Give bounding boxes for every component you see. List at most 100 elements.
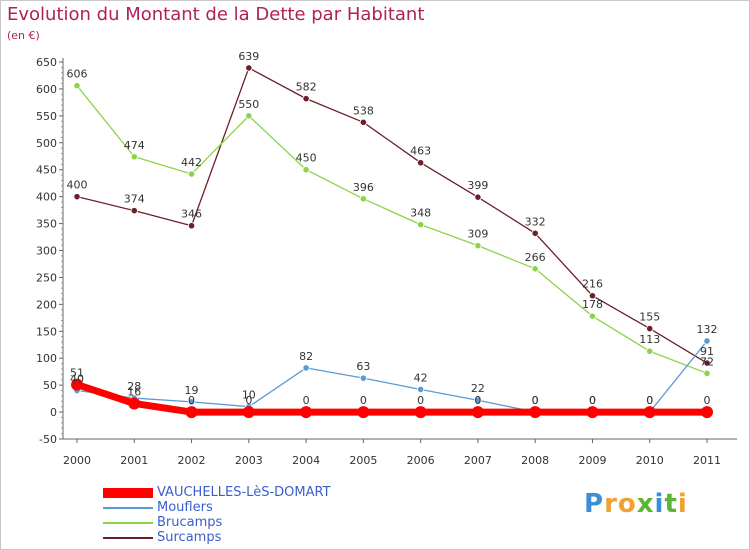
data-label: 538: [353, 104, 374, 117]
legend-swatch-brucamps: [103, 522, 153, 524]
data-point: [417, 159, 425, 167]
data-label: 0: [303, 394, 310, 407]
data-label: 0: [589, 394, 596, 407]
data-label: 450: [296, 152, 317, 165]
data-label: 0: [474, 394, 481, 407]
data-point: [359, 374, 367, 382]
legend-swatch-mouflers: [103, 507, 153, 509]
data-label: 113: [639, 333, 660, 346]
legend-label: Brucamps: [157, 515, 223, 530]
data-label: 550: [238, 98, 259, 111]
data-label: 22: [471, 382, 485, 395]
data-point: [185, 406, 198, 419]
series-line: [76, 67, 708, 364]
data-point: [302, 364, 310, 372]
data-label: 396: [353, 181, 374, 194]
data-label: 178: [582, 298, 603, 311]
data-label: 63: [356, 360, 370, 373]
data-point: [703, 369, 711, 377]
data-point: [646, 324, 654, 333]
legend-swatch-surcamps: [103, 537, 153, 539]
data-point: [73, 193, 81, 201]
data-label: 155: [639, 311, 660, 324]
data-label: 28: [127, 380, 141, 393]
data-label: 91: [700, 345, 714, 358]
y-tick-label: 150: [36, 325, 57, 338]
data-label: 639: [238, 50, 259, 63]
data-label: 348: [410, 207, 431, 220]
data-point: [187, 398, 196, 406]
data-label: 442: [181, 156, 202, 169]
data-point: [128, 397, 141, 410]
x-tick-label: 2010: [636, 454, 664, 467]
data-point: [302, 166, 310, 174]
y-tick-label: 50: [43, 379, 57, 392]
series-line: [76, 340, 708, 413]
data-point: [471, 406, 484, 419]
data-point: [300, 406, 313, 419]
data-label: 346: [181, 208, 202, 221]
y-tick-label: 400: [36, 191, 57, 204]
chart-title: Evolution du Montant de la Dette par Hab…: [7, 4, 425, 25]
data-label: 132: [697, 323, 718, 336]
x-tick-label: 2004: [292, 454, 320, 467]
data-point: [417, 221, 425, 229]
y-tick-label: 600: [36, 83, 57, 96]
data-point: [474, 193, 482, 201]
y-tick-label: 500: [36, 137, 57, 150]
x-tick-label: 2007: [464, 454, 492, 467]
x-tick-label: 2000: [63, 454, 91, 467]
data-point: [529, 406, 542, 419]
legend-swatch-vauchelles: [103, 488, 153, 498]
data-label: 606: [67, 68, 88, 81]
data-label: 0: [532, 394, 539, 407]
y-tick-label: 250: [36, 271, 57, 284]
data-label: 82: [299, 350, 313, 363]
data-point: [586, 406, 599, 419]
data-label: 374: [124, 193, 145, 206]
data-label: 0: [646, 394, 653, 407]
data-point: [357, 406, 370, 419]
data-point: [414, 406, 427, 419]
x-tick-label: 2001: [120, 454, 148, 467]
data-point: [474, 242, 482, 250]
data-point: [130, 153, 138, 161]
data-point: [531, 229, 539, 237]
y-tick-label: 200: [36, 298, 57, 311]
data-point: [474, 396, 482, 404]
data-point: [73, 82, 81, 90]
data-label: 400: [67, 179, 88, 192]
data-label: 309: [467, 228, 488, 241]
data-label: 0: [188, 394, 195, 407]
data-label: 332: [525, 215, 546, 228]
data-label: 0: [360, 394, 367, 407]
data-label: 266: [525, 251, 546, 264]
x-tick-label: 2005: [349, 454, 377, 467]
data-point: [643, 406, 656, 419]
data-label: 40: [70, 373, 84, 386]
y-tick-label: 650: [36, 56, 57, 69]
data-label: 10: [242, 389, 256, 402]
x-tick-label: 2011: [693, 454, 721, 467]
data-point: [588, 292, 597, 300]
y-tick-label: 0: [50, 406, 57, 419]
data-label: 0: [245, 394, 252, 407]
x-tick-label: 2008: [521, 454, 549, 467]
legend-label: Mouflers: [157, 500, 213, 515]
y-tick-label: 350: [36, 218, 57, 231]
chart-unit-label: (en €): [7, 29, 40, 42]
y-tick-label: 300: [36, 245, 57, 258]
data-label: 216: [582, 278, 603, 291]
data-point: [242, 406, 255, 419]
data-label: 42: [414, 371, 428, 384]
data-point: [703, 359, 711, 367]
series-line: [73, 381, 711, 416]
proxiti-logo: Proxiti: [584, 489, 688, 519]
data-point: [531, 265, 539, 273]
data-point: [359, 195, 367, 203]
x-tick-label: 2006: [407, 454, 435, 467]
data-point: [646, 347, 654, 355]
data-label: 0: [704, 394, 711, 407]
